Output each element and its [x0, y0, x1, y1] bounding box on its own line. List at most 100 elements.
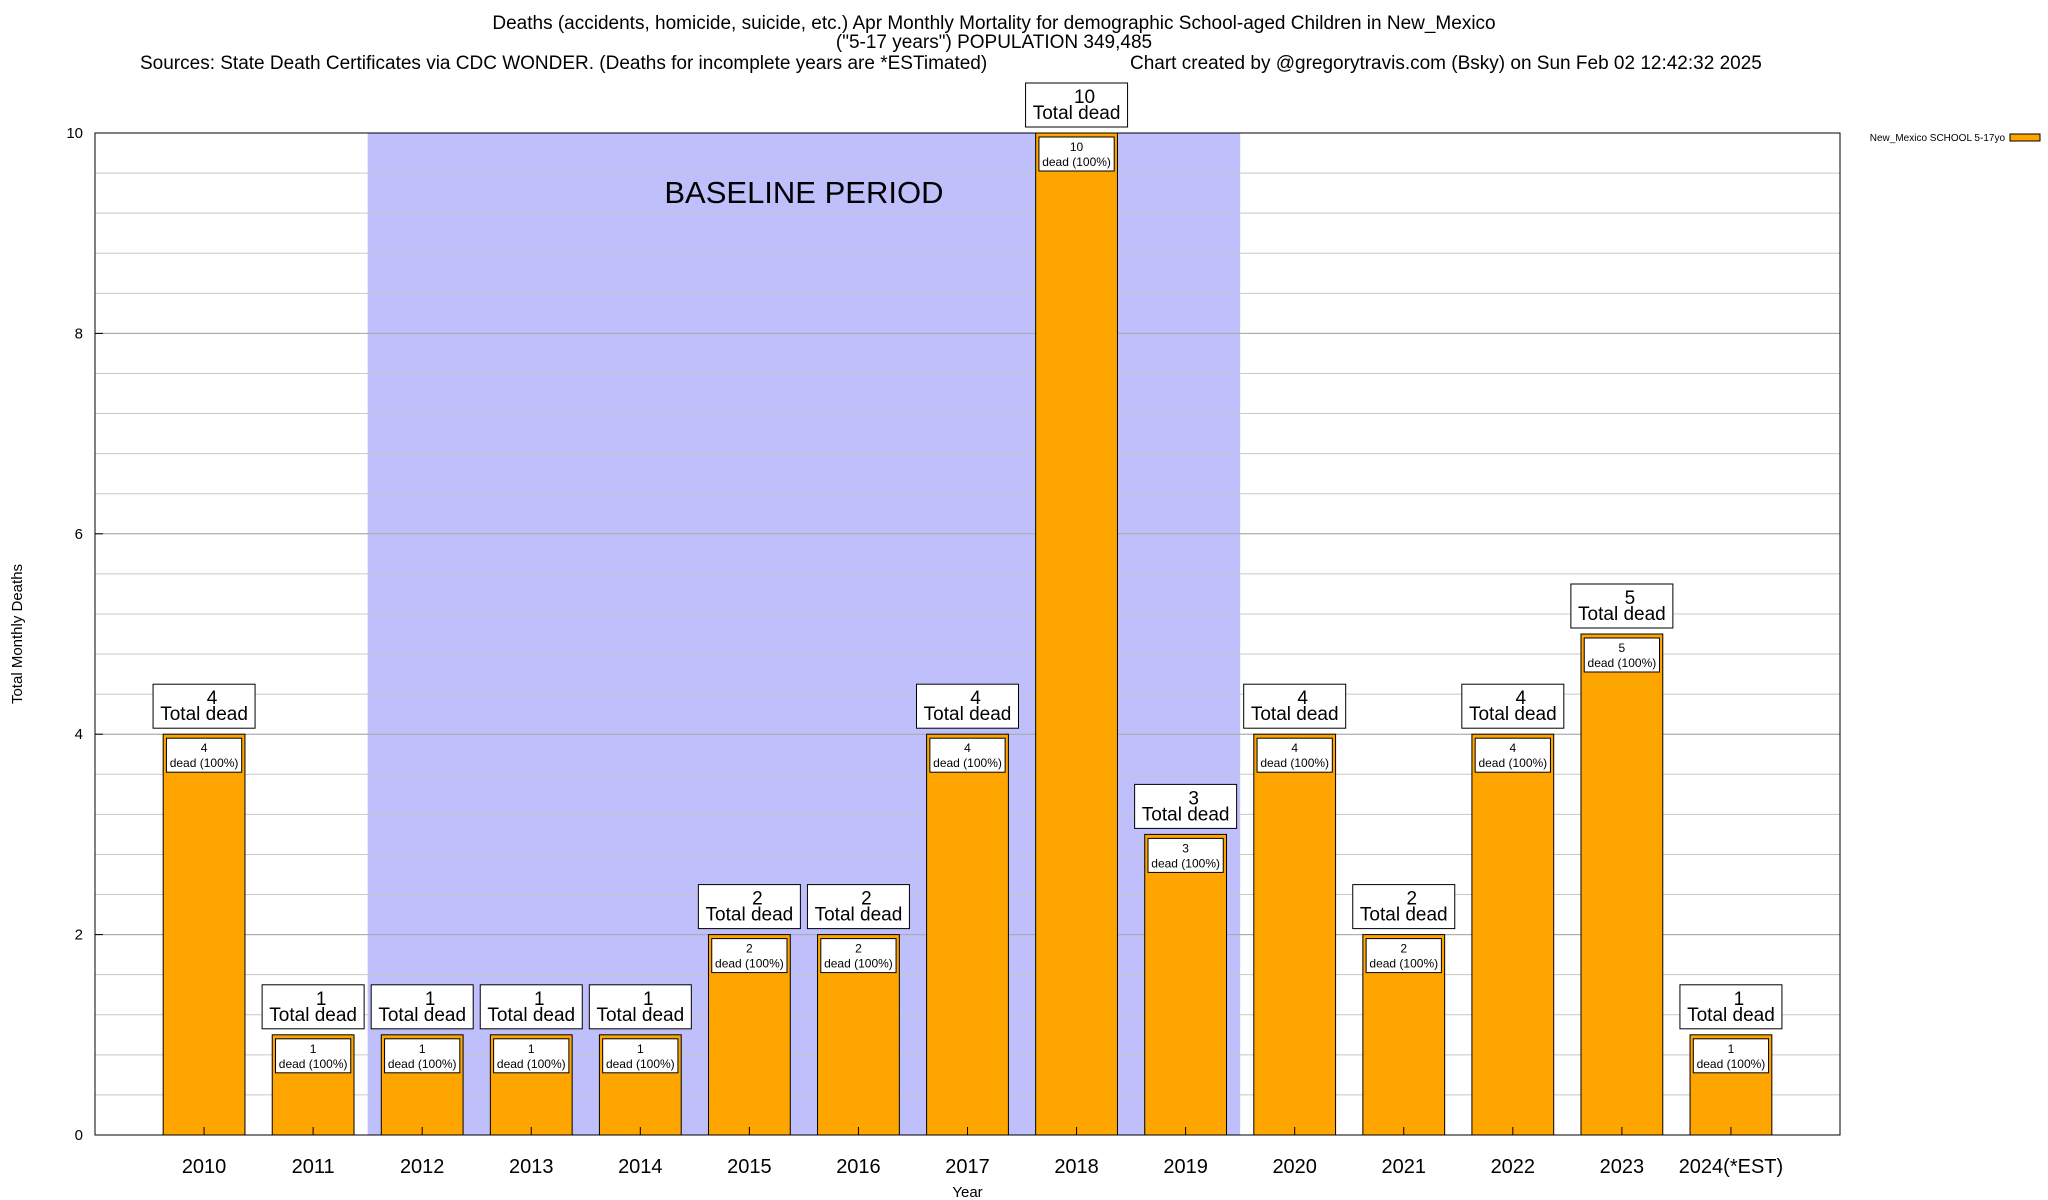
- total-label-box: [479, 984, 583, 1030]
- total-label-text: Total dead: [378, 1005, 466, 1026]
- bar-inner-label-box: [274, 1038, 352, 1074]
- bar-inner-label-box: [929, 737, 1006, 773]
- bar-inner-count: 3: [1182, 841, 1189, 855]
- legend-swatch: [2009, 133, 2041, 142]
- total-label-box: [1679, 984, 1783, 1030]
- bar-inner-count: 2: [855, 942, 862, 956]
- bar-inner-label-box: [711, 938, 788, 974]
- bar-inner-label-box: [1256, 737, 1333, 773]
- bar: [162, 733, 246, 1136]
- total-label-text: Total dead: [1033, 103, 1121, 124]
- bar-inner-label: dead (100%): [1151, 856, 1220, 870]
- total-label-box: [152, 683, 256, 729]
- bar-inner-label: dead (100%): [1588, 656, 1657, 670]
- total-label-text: Total dead: [924, 704, 1012, 725]
- chart-title: Deaths (accidents, homicide, suicide, et…: [492, 13, 1496, 34]
- y-tick-label: 4: [75, 726, 83, 743]
- total-label-value: 1: [316, 989, 327, 1010]
- bar-inner-count: 1: [637, 1042, 644, 1056]
- y-tick-label: 10: [66, 125, 83, 142]
- total-label-text: Total dead: [815, 905, 903, 926]
- total-label-text: Total dead: [1578, 604, 1666, 625]
- total-label-text: Total dead: [487, 1005, 575, 1026]
- total-label-value: 1: [534, 989, 545, 1010]
- bar-inner-label-box: [384, 1038, 461, 1074]
- bar-inner-label: dead (100%): [933, 756, 1002, 770]
- bar-inner-label: dead (100%): [1478, 756, 1547, 770]
- bar-inner-label-box: [602, 1038, 679, 1074]
- total-label-value: 10: [1074, 87, 1095, 108]
- total-label-text: Total dead: [596, 1005, 684, 1026]
- x-tick-label: 2016: [836, 1156, 881, 1178]
- x-tick-label: 2012: [400, 1156, 445, 1178]
- bar-inner-count: 5: [1619, 641, 1626, 655]
- x-tick-label: 2020: [1272, 1156, 1317, 1178]
- bar-inner-label-box: [1583, 637, 1661, 673]
- total-label-value: 1: [425, 989, 436, 1010]
- total-label-value: 4: [1297, 688, 1308, 709]
- total-label-box: [1243, 683, 1347, 729]
- bar-inner-count: 1: [1728, 1042, 1735, 1056]
- x-tick-label: 2024(*EST): [1679, 1156, 1784, 1178]
- bar-inner-count: 4: [1509, 741, 1516, 755]
- x-tick-label: 2015: [727, 1156, 772, 1178]
- bar-inner-label-box: [1147, 837, 1224, 873]
- total-label-box: [1570, 583, 1674, 629]
- total-label-value: 2: [861, 889, 872, 910]
- x-tick-label: 2021: [1382, 1156, 1427, 1178]
- x-tick-label: 2013: [509, 1156, 554, 1178]
- bar-inner-count: 1: [419, 1042, 426, 1056]
- bar-inner-label-box: [1474, 737, 1551, 773]
- total-label-value: 4: [1516, 688, 1527, 709]
- x-axis-label: Year: [952, 1184, 982, 1200]
- total-label-value: 4: [970, 688, 981, 709]
- total-label-box: [261, 984, 365, 1030]
- bar-inner-label-box: [1038, 136, 1115, 172]
- baseline-label: BASELINE PERIOD: [664, 175, 943, 210]
- total-label-text: Total dead: [1251, 704, 1339, 725]
- bar: [1471, 733, 1555, 1136]
- total-label-value: 2: [752, 889, 763, 910]
- total-label-box: [697, 884, 801, 930]
- bar-inner-label: dead (100%): [715, 957, 784, 971]
- y-tick-label: 6: [75, 526, 83, 543]
- bar-inner-label: dead (100%): [1042, 155, 1111, 169]
- bar: [926, 733, 1009, 1136]
- total-label-text: Total dead: [160, 704, 248, 725]
- y-axis-label: Total Monthly Deaths: [9, 564, 26, 704]
- total-label-text: Total dead: [269, 1005, 357, 1026]
- bar-inner-label-box: [820, 938, 897, 974]
- total-label-box: [806, 884, 910, 930]
- bar: [1144, 833, 1228, 1136]
- x-tick-label: 2023: [1600, 1156, 1645, 1178]
- total-label-value: 1: [643, 989, 654, 1010]
- bar-inner-count: 10: [1070, 140, 1084, 154]
- y-tick-label: 8: [75, 325, 83, 342]
- total-label-text: Total dead: [1469, 704, 1557, 725]
- total-label-text: Total dead: [1687, 1005, 1775, 1026]
- bar-inner-label: dead (100%): [388, 1057, 457, 1071]
- chart-sources: Sources: State Death Certificates via CD…: [140, 53, 988, 74]
- plot-frame: [94, 132, 1841, 1136]
- total-label-text: Total dead: [1142, 804, 1230, 825]
- y-tick-label: 2: [75, 927, 83, 944]
- chart-subtitle: ("5-17 years") POPULATION 349,485: [835, 32, 1153, 53]
- total-label-text: Total dead: [706, 905, 794, 926]
- bar-inner-label: dead (100%): [279, 1057, 348, 1071]
- total-label-box: [916, 683, 1019, 729]
- bar-inner-label: dead (100%): [824, 957, 893, 971]
- legend-label: New_Mexico SCHOOL 5-17yo: [1870, 133, 2006, 144]
- bar-inner-count: 4: [201, 741, 208, 755]
- bar: [1035, 132, 1118, 1136]
- x-tick-label: 2010: [182, 1156, 227, 1178]
- bar-inner-label: dead (100%): [497, 1057, 566, 1071]
- bar-inner-label: dead (100%): [1697, 1057, 1766, 1071]
- total-label-box: [588, 984, 692, 1030]
- bar-inner-count: 2: [1400, 942, 1407, 956]
- total-label-box: [1352, 884, 1456, 930]
- total-label-value: 1: [1734, 989, 1745, 1010]
- bar-inner-count: 4: [1291, 741, 1298, 755]
- x-tick-label: 2022: [1491, 1156, 1536, 1178]
- bar-inner-count: 1: [528, 1042, 535, 1056]
